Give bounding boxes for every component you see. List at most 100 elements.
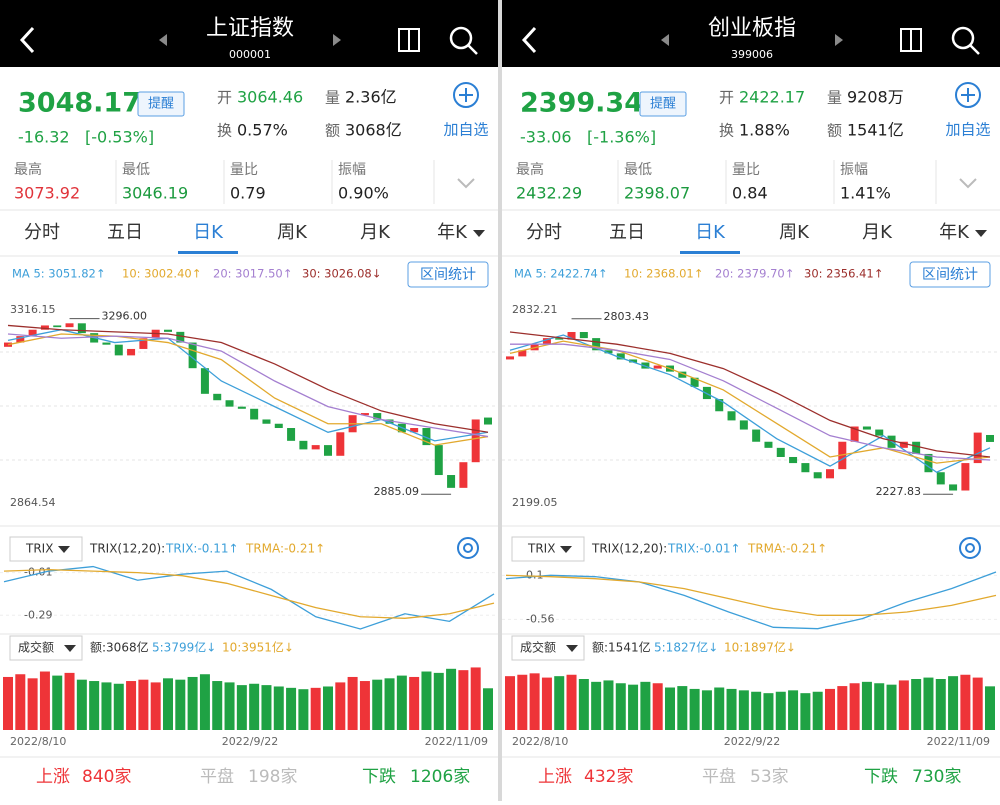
volume-bar [323, 686, 333, 730]
candle [899, 441, 908, 448]
volume-bar [665, 687, 675, 730]
ma-legend: MA 5: 2422.74↑ [514, 267, 607, 281]
volume-bar [89, 681, 100, 730]
turnover-ma10: 10:3951亿↓ [222, 640, 294, 655]
volume-bar [286, 687, 297, 730]
flat-label: 平盘 [200, 767, 234, 787]
period-tab[interactable]: 日K [695, 222, 726, 243]
back-button[interactable] [19, 26, 35, 54]
period-tab[interactable]: 周K [779, 222, 810, 243]
open-value: 3064.46 [237, 88, 303, 107]
volume-bar [384, 678, 395, 730]
flat-count: 198家 [248, 767, 297, 787]
search-icon[interactable] [449, 26, 478, 55]
volume-bar [470, 667, 481, 730]
trma-line [505, 574, 997, 616]
prev-button[interactable] [159, 34, 167, 46]
range-stats-button[interactable] [909, 261, 991, 288]
period-tab[interactable]: 分时 [526, 222, 562, 243]
volume-bar [76, 679, 87, 730]
add-watchlist[interactable]: 加自选 [945, 121, 990, 139]
trma-value: TRMA:-0.21↑ [747, 542, 827, 556]
change-value: -16.32 [18, 128, 70, 147]
volume-bar [886, 684, 897, 730]
down-label: 下跌 [362, 767, 396, 787]
y-tick-label: 2199.05 [512, 496, 558, 509]
alert-label[interactable]: 提醒 [650, 96, 676, 112]
back-button[interactable] [521, 26, 537, 54]
period-tab[interactable]: 月K [360, 222, 391, 243]
volume-label: 量 [325, 89, 340, 107]
ma-legend: 30: 3026.08↓ [302, 267, 381, 281]
candle [616, 353, 625, 360]
next-button[interactable] [835, 34, 843, 46]
range-stats-button[interactable] [407, 261, 489, 288]
expand-icon[interactable] [457, 178, 475, 189]
indicator-name[interactable]: TRIX [527, 542, 555, 556]
price: 2399.34 [520, 88, 643, 119]
volume-bar [837, 686, 848, 730]
period-tab[interactable]: 周K [277, 222, 308, 243]
alert-button[interactable] [137, 91, 185, 117]
open-label: 开 [217, 89, 232, 107]
candle [801, 463, 810, 473]
volume-bar [421, 671, 432, 730]
volume-bar [261, 685, 272, 730]
indicator-selector[interactable] [9, 536, 83, 562]
up-label: 上涨 [538, 767, 572, 787]
add-icon[interactable] [954, 82, 981, 108]
volume-bar [628, 684, 639, 730]
candle [311, 445, 320, 450]
alert-button[interactable] [639, 91, 687, 117]
tab-underline [680, 251, 740, 254]
volume-bar [591, 681, 602, 730]
range-stats-label[interactable]: 区间统计 [922, 267, 978, 283]
stat-label: 最低 [122, 162, 150, 178]
next-button[interactable] [333, 34, 341, 46]
range-stats-label[interactable]: 区间统计 [420, 267, 476, 283]
stat-label: 振幅 [840, 162, 868, 178]
detail-icon[interactable] [900, 28, 922, 52]
stat-label: 量比 [230, 162, 258, 178]
add-watchlist[interactable]: 加自选 [443, 121, 488, 139]
period-tab[interactable]: 分时 [24, 222, 60, 243]
indicator-selector[interactable] [511, 536, 585, 562]
amount-label: 额 [827, 122, 842, 140]
settings-icon[interactable] [958, 537, 981, 559]
indicator-name[interactable]: TRIX [25, 542, 53, 556]
volume-bar [372, 679, 383, 730]
candle [200, 368, 209, 394]
period-tab[interactable]: 五日 [609, 222, 645, 243]
prev-button[interactable] [661, 34, 669, 46]
candle [127, 348, 136, 356]
settings-icon[interactable] [456, 537, 479, 559]
expand-icon[interactable] [959, 178, 977, 189]
period-tab[interactable]: 年K [939, 222, 970, 243]
y-tick-label: 3316.15 [10, 303, 56, 316]
stat-value: 2398.07 [624, 184, 690, 203]
candle [164, 329, 172, 332]
period-tab[interactable]: 月K [862, 222, 893, 243]
search-icon[interactable] [951, 26, 980, 55]
indicator-name[interactable]: 成交额 [520, 640, 556, 655]
up-count: 840家 [82, 767, 131, 787]
candle [764, 441, 773, 448]
add-icon[interactable] [452, 82, 479, 108]
quote-panel: 创业板指 399006 2399.34 提醒 开 2422.17 量 9208万 -33.06 [… [502, 0, 1000, 787]
ma-line [7, 333, 489, 438]
period-tab[interactable]: 日K [193, 222, 224, 243]
period-tab[interactable]: 五日 [107, 222, 143, 243]
alert-label[interactable]: 提醒 [148, 96, 174, 112]
volume-bar [603, 680, 614, 730]
stat-label: 最低 [624, 162, 652, 178]
indicator-name[interactable]: 成交额 [18, 640, 54, 655]
trix-value: TRIX:-0.11↑ [165, 542, 239, 556]
detail-icon[interactable] [398, 28, 420, 52]
y-tick-label: -0.56 [526, 612, 554, 625]
ma-legend: 10: 2368.01↑ [624, 267, 703, 281]
candle [542, 338, 551, 345]
ma-line [509, 340, 991, 464]
volume-bar [701, 690, 712, 730]
ma-legend: 20: 3017.50↑ [213, 267, 292, 281]
period-tab[interactable]: 年K [437, 222, 468, 243]
